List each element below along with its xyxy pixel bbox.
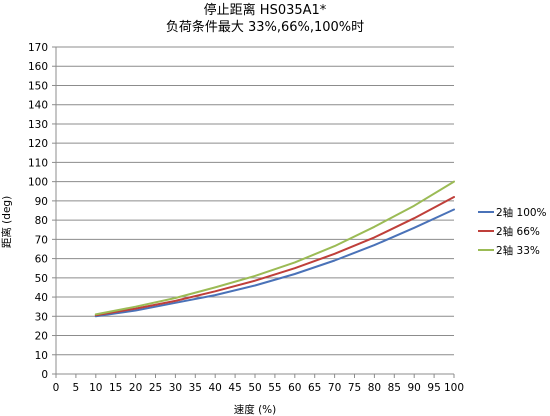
x-tick-label-75: 75	[348, 382, 361, 394]
chart-title: 停止距离 HS035A1*	[204, 2, 327, 18]
y-tick-label-140: 140	[28, 100, 48, 112]
y-tick-label-60: 60	[35, 254, 48, 266]
series-line-2	[94, 196, 455, 317]
x-tick-label-65: 65	[308, 382, 321, 394]
x-tick-label-90: 90	[408, 382, 421, 394]
x-tick-label-100: 100	[444, 382, 464, 394]
x-tick-label-70: 70	[328, 382, 341, 394]
legend-label-1: 2轴 100%	[496, 206, 547, 219]
x-tick-label-60: 60	[288, 382, 301, 394]
y-tick-label-0: 0	[41, 369, 48, 381]
x-tick-labels: 0 5 10 15 20 25 30 35 40 45 50 55 60 65 70 75 80 85 90 95 10…	[53, 382, 464, 394]
y-tick-label-100: 100	[28, 177, 48, 189]
data-series	[94, 180, 455, 318]
y-tick-label-110: 110	[28, 157, 48, 169]
y-tick-label-50: 50	[35, 273, 48, 285]
series-line-3	[94, 180, 455, 316]
x-tick-label-95: 95	[427, 382, 440, 394]
y-tick-label-10: 10	[35, 350, 48, 362]
x-tick-label-85: 85	[388, 382, 401, 394]
chart-subtitle: 负荷条件最大 33%,66%,100%时	[166, 19, 364, 35]
x-tick-label-15: 15	[109, 382, 122, 394]
x-axis-label: 速度 (%)	[234, 403, 277, 416]
x-tick-label-55: 55	[268, 382, 281, 394]
y-tick-label-20: 20	[35, 331, 48, 343]
y-tick-label-70: 70	[35, 234, 48, 246]
y-tick-label-90: 90	[35, 196, 48, 208]
y-tick-label-160: 160	[28, 61, 48, 73]
y-tick-labels: 0 10 20 30 40 50 60 70 80 90 100 110 120 130 140 150 160…	[28, 42, 48, 381]
legend-label-3: 2轴 33%	[496, 244, 540, 257]
y-tick-label-40: 40	[35, 292, 48, 304]
x-tick-label-25: 25	[149, 382, 162, 394]
y-tick-label-130: 130	[28, 119, 48, 131]
x-tick-label-10: 10	[89, 382, 102, 394]
y-tick-label-150: 150	[28, 80, 48, 92]
legend-label-2: 2轴 66%	[496, 225, 540, 238]
y-tick-label-120: 120	[28, 138, 48, 150]
legend: 2轴 100% 2轴 66% 2轴 33%	[478, 206, 547, 257]
y-tick-label-170: 170	[28, 42, 48, 54]
x-tick-label-0: 0	[53, 382, 60, 394]
x-tick-label-30: 30	[169, 382, 182, 394]
y-axis-label: 距离 (deg)	[0, 196, 13, 248]
y-tick-label-30: 30	[35, 311, 48, 323]
x-tick-label-20: 20	[129, 382, 142, 394]
series-line-1	[94, 208, 455, 318]
x-tick-label-5: 5	[73, 382, 80, 394]
x-tick-label-50: 50	[248, 382, 261, 394]
grid-lines	[52, 46, 454, 375]
axes	[55, 47, 455, 378]
y-tick-label-80: 80	[35, 215, 48, 227]
x-tick-label-80: 80	[368, 382, 381, 394]
x-tick-label-45: 45	[228, 382, 241, 394]
x-tick-label-40: 40	[209, 382, 222, 394]
x-tick-label-35: 35	[189, 382, 202, 394]
